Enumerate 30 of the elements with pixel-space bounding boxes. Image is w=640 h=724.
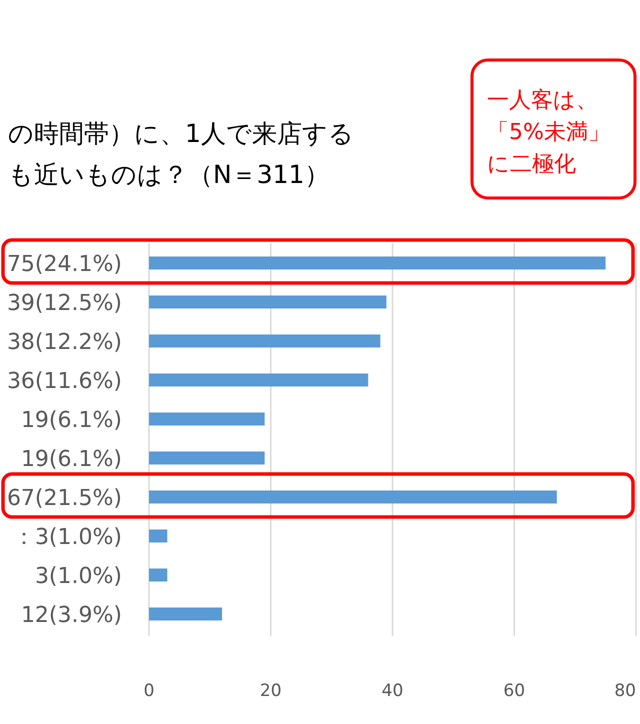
bar [149,490,557,504]
bar [149,530,168,542]
bar [149,296,386,308]
x-tick-label: 40 [382,681,404,701]
bar [149,256,606,270]
y-tick-label: 39(12.5%) [6,291,122,316]
bar [149,608,222,620]
y-tick-label: 12(3.9%) [20,603,122,628]
y-tick-label: 67(21.5%) [6,486,122,511]
bar [149,412,265,426]
text: 一人客は、 [487,88,598,113]
x-tick-label: 20 [260,681,282,701]
x-tick-label: 0 [144,681,154,701]
x-tick-label: 80 [614,681,636,701]
y-tick-label: ：3(1.0%) [12,525,122,550]
x-tick-label: 60 [503,681,526,701]
y-tick-label: 3(1.0%) [34,564,122,589]
bar [149,334,380,348]
chart-title: の時間帯）に、1人で来店する [8,119,354,148]
y-tick-label: 36(11.6%) [6,369,122,394]
y-tick-label: 75(24.1%) [6,252,122,277]
bar [149,568,168,582]
bar [149,452,265,464]
y-tick-label: 19(6.1%) [20,447,122,472]
y-tick-label: 38(12.2%) [6,330,122,355]
text: 「5%未満」 [487,120,610,145]
text: に二極化 [487,152,576,177]
bar [149,374,368,386]
y-tick-label: 19(6.1%) [20,408,122,433]
chart-subtitle: も近いものは？（N＝311） [8,160,330,189]
